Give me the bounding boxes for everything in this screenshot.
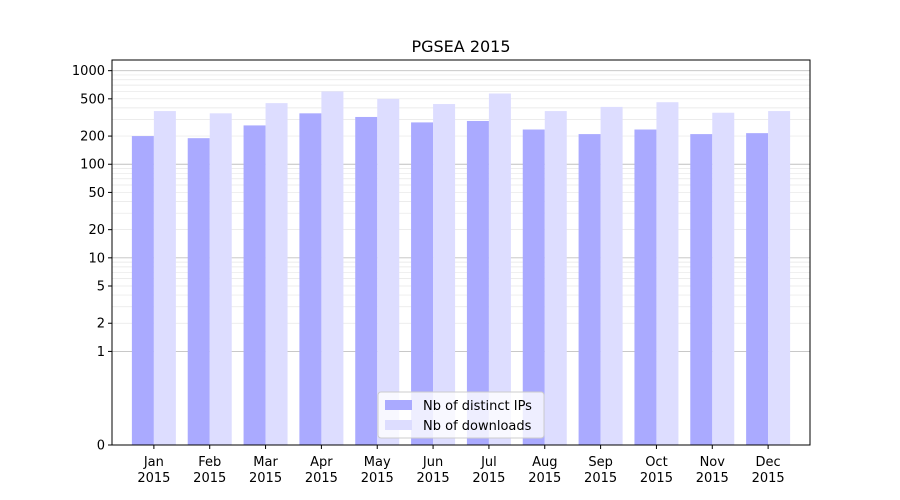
bar-distinct-ips-may bbox=[355, 116, 378, 446]
legend-label: Nb of distinct IPs bbox=[423, 399, 532, 414]
bar-downloads-oct bbox=[656, 102, 679, 446]
bar-downloads-mar bbox=[265, 103, 288, 445]
bar-distinct-ips-sep bbox=[578, 134, 601, 446]
bar-distinct-ips-aug bbox=[522, 129, 545, 445]
bar-downloads-jul bbox=[488, 93, 511, 445]
x-tick-label: Nov bbox=[700, 455, 726, 470]
bar-downloads-apr bbox=[321, 91, 344, 445]
x-tick-label: Oct bbox=[645, 455, 667, 470]
chart-title: PGSEA 2015 bbox=[411, 37, 510, 56]
legend-swatch bbox=[385, 420, 412, 430]
bar-distinct-ips-mar bbox=[243, 125, 266, 445]
legend-swatch bbox=[385, 400, 412, 410]
y-tick-label: 1000 bbox=[72, 64, 105, 79]
bar-downloads-sep bbox=[600, 106, 623, 445]
x-tick-label-year: 2015 bbox=[249, 471, 282, 486]
x-tick-label-year: 2015 bbox=[640, 471, 673, 486]
bar-distinct-ips-dec bbox=[746, 133, 769, 446]
y-tick-label: 0 bbox=[97, 439, 105, 454]
bar-distinct-ips-oct bbox=[634, 129, 657, 445]
x-tick-label: Mar bbox=[253, 455, 278, 470]
x-tick-label-year: 2015 bbox=[696, 471, 729, 486]
x-tick-label: Jun bbox=[422, 455, 443, 470]
x-tick-label-year: 2015 bbox=[193, 471, 226, 486]
bar-distinct-ips-apr bbox=[299, 113, 322, 446]
y-tick-label: 5 bbox=[97, 280, 105, 295]
x-tick-label: Jul bbox=[480, 455, 497, 470]
legend: Nb of distinct IPs Nb of downloads bbox=[377, 391, 545, 439]
x-axis: Jan2015Feb2015Mar2015Apr2015May2015Jun20… bbox=[137, 445, 785, 486]
y-tick-label: 1 bbox=[97, 345, 105, 360]
y-tick-label: 100 bbox=[80, 158, 105, 173]
y-tick-label: 200 bbox=[80, 130, 105, 145]
y-tick-label: 2 bbox=[97, 317, 105, 332]
x-tick-label: May bbox=[364, 455, 391, 470]
bars bbox=[131, 91, 791, 446]
x-tick-label-year: 2015 bbox=[752, 471, 785, 486]
bar-downloads-jan bbox=[153, 111, 176, 445]
x-tick-label: Jan bbox=[143, 455, 164, 470]
x-tick-label-year: 2015 bbox=[584, 471, 617, 486]
bar-distinct-ips-feb bbox=[187, 138, 210, 446]
bar-downloads-jun bbox=[433, 104, 456, 445]
bar-downloads-aug bbox=[544, 111, 567, 445]
y-axis: 0 1 2 5 10 20 50 100 200 500 1000 bbox=[72, 64, 112, 454]
y-tick-label: 20 bbox=[88, 223, 105, 238]
x-tick-label-year: 2015 bbox=[528, 471, 561, 486]
y-tick-label: 10 bbox=[88, 251, 105, 266]
bar-downloads-nov bbox=[712, 112, 735, 445]
x-tick-label-year: 2015 bbox=[137, 471, 170, 486]
bar-downloads-may bbox=[377, 98, 400, 446]
bar-distinct-ips-jun bbox=[411, 122, 434, 445]
y-tick-label: 500 bbox=[80, 92, 105, 107]
legend-label: Nb of downloads bbox=[423, 419, 532, 434]
legend-box bbox=[377, 391, 545, 439]
x-tick-label: Sep bbox=[588, 455, 613, 470]
x-tick-label: Apr bbox=[310, 455, 333, 470]
y-tick-label: 50 bbox=[88, 186, 105, 201]
x-tick-label: Aug bbox=[532, 455, 557, 470]
plot-frame bbox=[111, 59, 811, 446]
x-tick-label-year: 2015 bbox=[305, 471, 338, 486]
bar-downloads-feb bbox=[209, 113, 232, 446]
x-tick-label-year: 2015 bbox=[417, 471, 450, 486]
x-tick-label-year: 2015 bbox=[472, 471, 505, 486]
x-tick-label: Dec bbox=[756, 455, 781, 470]
bar-distinct-ips-jul bbox=[466, 120, 489, 445]
x-tick-label-year: 2015 bbox=[361, 471, 394, 486]
x-tick-label: Feb bbox=[198, 455, 221, 470]
bar-distinct-ips-nov bbox=[690, 134, 713, 446]
bar-downloads-dec bbox=[768, 111, 791, 445]
bar-distinct-ips-jan bbox=[131, 136, 154, 446]
